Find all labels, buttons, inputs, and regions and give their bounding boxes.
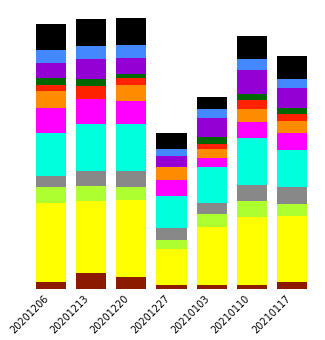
Bar <box>277 187 307 204</box>
Bar <box>35 24 66 50</box>
Bar <box>116 171 146 187</box>
Bar <box>116 85 146 101</box>
Bar <box>197 118 227 137</box>
Bar <box>76 19 106 46</box>
Bar <box>237 285 267 289</box>
Bar <box>156 133 187 149</box>
Bar <box>237 59 267 70</box>
Bar <box>197 109 227 118</box>
Bar <box>277 114 307 120</box>
Bar <box>237 122 267 138</box>
Bar <box>76 273 106 289</box>
Bar <box>35 176 66 187</box>
Bar <box>277 108 307 114</box>
Bar <box>197 203 227 214</box>
Bar <box>116 277 146 289</box>
Bar <box>156 228 187 240</box>
Bar <box>116 78 146 85</box>
Bar <box>35 78 66 85</box>
Bar <box>197 97 227 109</box>
Bar <box>237 201 267 217</box>
Bar <box>277 120 307 133</box>
Bar <box>76 201 106 273</box>
Bar <box>35 108 66 133</box>
Bar <box>76 171 106 186</box>
Bar <box>76 186 106 201</box>
Bar <box>156 285 187 289</box>
Bar <box>277 150 307 187</box>
Bar <box>237 138 267 185</box>
Bar <box>156 180 187 196</box>
Bar <box>116 45 146 57</box>
Bar <box>116 101 146 124</box>
Bar <box>156 196 187 228</box>
Bar <box>116 187 146 200</box>
Bar <box>237 217 267 285</box>
Bar <box>76 59 106 80</box>
Bar <box>116 18 146 45</box>
Bar <box>237 185 267 201</box>
Bar <box>35 85 66 91</box>
Bar <box>116 124 146 171</box>
Bar <box>277 56 307 80</box>
Bar <box>76 124 106 171</box>
Bar <box>197 214 227 227</box>
Bar <box>277 283 307 289</box>
Bar <box>237 109 267 122</box>
Bar <box>35 50 66 63</box>
Bar <box>116 74 146 78</box>
Bar <box>197 227 227 285</box>
Bar <box>116 57 146 74</box>
Bar <box>76 46 106 59</box>
Bar <box>156 167 187 180</box>
Bar <box>76 99 106 124</box>
Bar <box>76 86 106 99</box>
Bar <box>35 187 66 203</box>
Bar <box>277 88 307 108</box>
Bar <box>197 149 227 158</box>
Bar <box>197 167 227 203</box>
Bar <box>156 156 187 167</box>
Bar <box>197 158 227 167</box>
Bar <box>76 80 106 86</box>
Bar <box>35 91 66 108</box>
Bar <box>197 285 227 289</box>
Bar <box>35 283 66 289</box>
Bar <box>277 204 307 216</box>
Bar <box>277 80 307 88</box>
Bar <box>116 200 146 277</box>
Bar <box>35 133 66 176</box>
Bar <box>237 100 267 109</box>
Bar <box>197 137 227 143</box>
Bar <box>277 216 307 283</box>
Bar <box>156 249 187 285</box>
Bar <box>156 240 187 249</box>
Bar <box>35 203 66 283</box>
Bar <box>237 94 267 100</box>
Bar <box>237 70 267 94</box>
Bar <box>237 36 267 59</box>
Bar <box>277 133 307 150</box>
Bar <box>156 149 187 156</box>
Bar <box>35 63 66 78</box>
Bar <box>197 143 227 149</box>
